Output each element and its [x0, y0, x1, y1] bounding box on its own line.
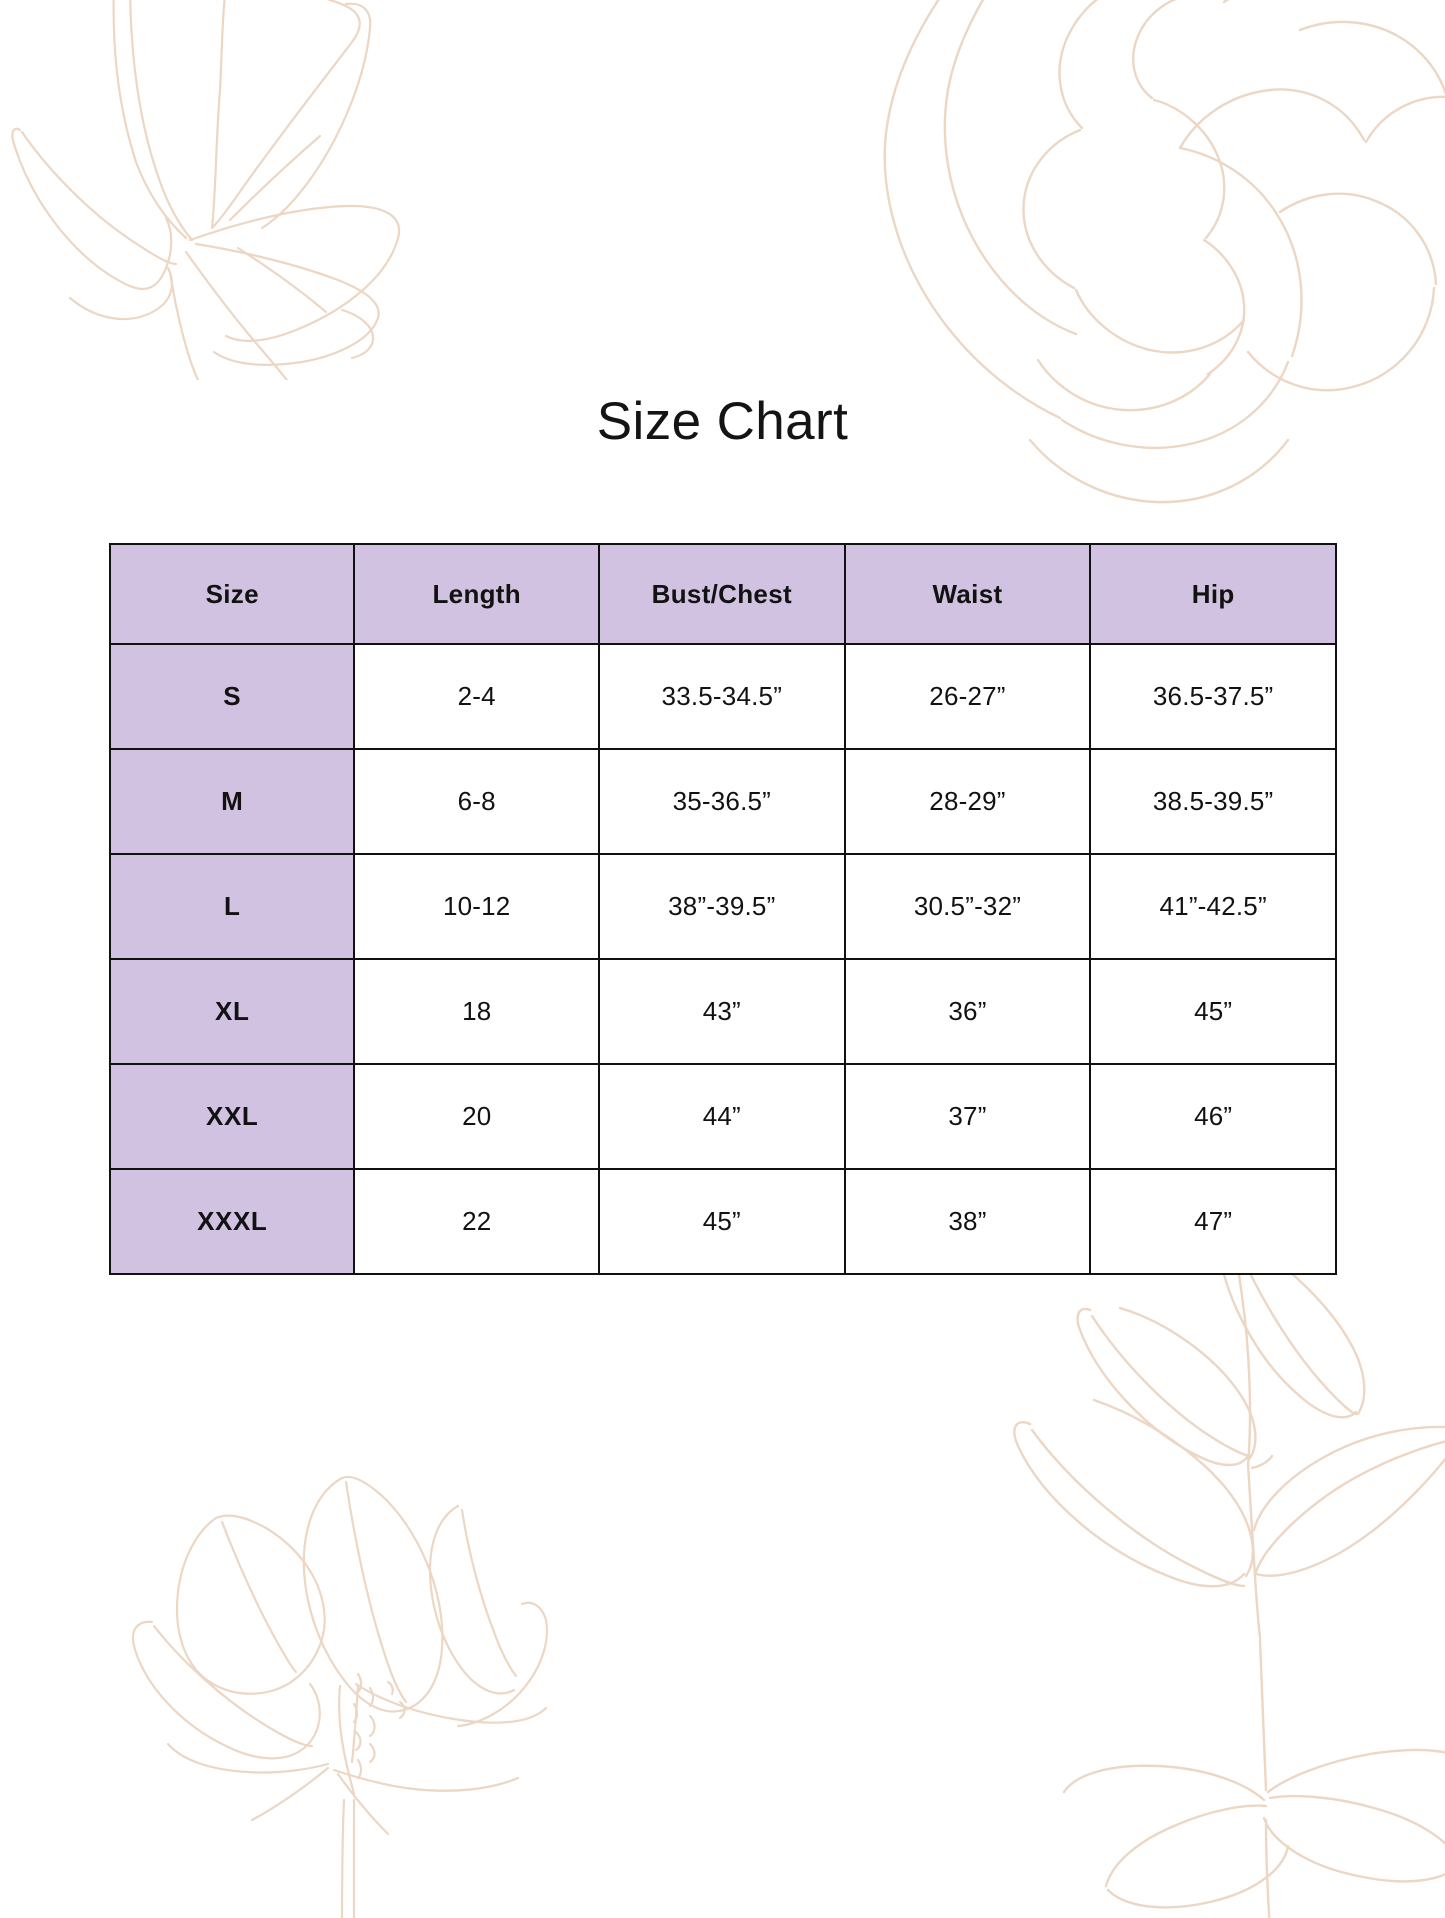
table-row: L 10-12 38”-39.5” 30.5”-32” 41”-42.5” — [108, 853, 1337, 960]
cell-waist: 28-29” — [843, 748, 1092, 855]
cell-hip: 47” — [1089, 1168, 1337, 1275]
column-header-size: Size — [108, 543, 356, 645]
size-chart-table-wrap: Size Length Bust/Chest Waist Hip S 2-4 3… — [108, 543, 1337, 1275]
cell-hip: 36.5-37.5” — [1089, 643, 1337, 750]
column-header-length: Length — [353, 543, 600, 645]
cell-hip: 38.5-39.5” — [1089, 748, 1337, 855]
cell-hip: 46” — [1089, 1063, 1337, 1170]
column-header-waist: Waist — [843, 543, 1092, 645]
column-header-bust: Bust/Chest — [597, 543, 846, 645]
cell-waist: 37” — [843, 1063, 1092, 1170]
cell-length: 20 — [353, 1063, 600, 1170]
magnolia-flower-icon — [0, 0, 420, 380]
cell-bust: 35-36.5” — [597, 748, 846, 855]
cell-length: 6-8 — [353, 748, 600, 855]
page-title-wrap: Size Chart — [0, 392, 1445, 453]
table-row: XXL 20 44” 37” 46” — [108, 1063, 1337, 1170]
cell-size: L — [108, 853, 356, 960]
cell-bust: 45” — [597, 1168, 846, 1275]
cell-waist: 36” — [843, 958, 1092, 1065]
size-chart-table: Size Length Bust/Chest Waist Hip S 2-4 3… — [108, 543, 1337, 1275]
cell-hip: 45” — [1089, 958, 1337, 1065]
cell-waist: 38” — [843, 1168, 1092, 1275]
cell-length: 10-12 — [353, 853, 600, 960]
cell-waist: 30.5”-32” — [843, 853, 1092, 960]
cell-size: XL — [108, 958, 356, 1065]
cell-size: XXL — [108, 1063, 356, 1170]
cell-size: M — [108, 748, 356, 855]
table-row: M 6-8 35-36.5” 28-29” 38.5-39.5” — [108, 748, 1337, 855]
table-header-row: Size Length Bust/Chest Waist Hip — [108, 543, 1337, 645]
cell-bust: 38”-39.5” — [597, 853, 846, 960]
column-header-hip: Hip — [1089, 543, 1337, 645]
cell-length: 18 — [353, 958, 600, 1065]
cell-hip: 41”-42.5” — [1089, 853, 1337, 960]
table-row: XL 18 43” 36” 45” — [108, 958, 1337, 1065]
alstroemeria-flower-icon — [70, 1440, 550, 1918]
cell-length: 22 — [353, 1168, 600, 1275]
cell-bust: 33.5-34.5” — [597, 643, 846, 750]
cell-size: S — [108, 643, 356, 750]
cell-bust: 44” — [597, 1063, 846, 1170]
page-title: Size Chart — [596, 392, 849, 451]
table-row: S 2-4 33.5-34.5” 26-27” 36.5-37.5” — [108, 643, 1337, 750]
cell-waist: 26-27” — [843, 643, 1092, 750]
cell-size: XXXL — [108, 1168, 356, 1275]
cell-length: 2-4 — [353, 643, 600, 750]
table-row: XXXL 22 45” 38” 47” — [108, 1168, 1337, 1275]
cell-bust: 43” — [597, 958, 846, 1065]
